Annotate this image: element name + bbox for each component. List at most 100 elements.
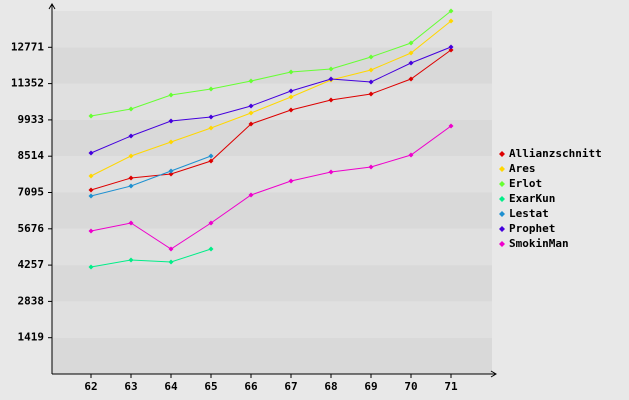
data-point (168, 139, 174, 145)
data-point (448, 18, 454, 24)
legend-marker (499, 211, 505, 217)
data-point (408, 50, 414, 56)
data-point (208, 220, 214, 226)
data-point (408, 60, 414, 66)
x-tick-label: 63 (124, 380, 137, 393)
legend-marker (499, 181, 505, 187)
y-tick-label: 11352 (11, 77, 44, 90)
data-point (168, 118, 174, 124)
data-point (128, 133, 134, 139)
series-line (90, 155, 212, 197)
y-tick-label: 5676 (18, 222, 45, 235)
legend-label: Lestat (509, 207, 549, 220)
x-tick-label: 70 (404, 380, 417, 393)
grid-band (52, 337, 492, 374)
legend-marker (499, 241, 505, 247)
data-point (248, 192, 254, 198)
grid-band (52, 119, 492, 157)
series-line (90, 49, 452, 191)
data-point (128, 257, 134, 263)
legend-label: Ares (509, 162, 536, 175)
data-point (368, 91, 374, 97)
data-point (288, 94, 294, 100)
y-tick-label: 9933 (18, 113, 45, 126)
data-point (128, 175, 134, 181)
legend-marker (499, 226, 505, 232)
data-point (328, 76, 334, 82)
data-point (208, 246, 214, 252)
grid-band (52, 156, 492, 193)
data-point (88, 228, 94, 234)
legend-label: Prophet (509, 222, 555, 235)
data-point (288, 88, 294, 94)
grid-band (52, 228, 492, 266)
data-point (248, 103, 254, 109)
data-point (328, 66, 334, 72)
data-point (288, 69, 294, 75)
legend-label: ExarKun (509, 192, 555, 205)
data-point (128, 153, 134, 159)
y-tick-label: 4257 (18, 258, 45, 271)
data-point (368, 54, 374, 60)
grid-band (52, 11, 492, 48)
y-tick-label: 8514 (18, 149, 45, 162)
data-point (88, 264, 94, 270)
data-point (208, 114, 214, 120)
x-axis-arrow (490, 370, 497, 378)
series-line (90, 125, 452, 250)
data-point (168, 171, 174, 177)
series-line (90, 248, 212, 268)
data-point (88, 193, 94, 199)
data-point (128, 106, 134, 112)
legend-marker (499, 151, 505, 157)
data-point (328, 97, 334, 103)
data-point (408, 40, 414, 46)
data-point (248, 110, 254, 116)
data-point (208, 153, 214, 159)
data-point (448, 44, 454, 50)
y-axis-arrow (48, 3, 56, 10)
data-point (408, 76, 414, 82)
data-point (168, 92, 174, 98)
data-point (208, 125, 214, 131)
data-point (248, 78, 254, 84)
data-point (88, 173, 94, 179)
series-line (90, 46, 452, 154)
legend-marker (499, 166, 505, 172)
data-point (288, 107, 294, 113)
data-point (88, 150, 94, 156)
data-point (448, 47, 454, 53)
data-point (368, 79, 374, 85)
legend-label: Allianzschnitt (509, 147, 602, 160)
data-point (168, 259, 174, 265)
y-tick-label: 2838 (18, 294, 45, 307)
x-tick-label: 62 (84, 380, 97, 393)
data-point (448, 8, 454, 14)
x-tick-label: 67 (284, 380, 297, 393)
x-tick-label: 68 (324, 380, 337, 393)
x-tick-label: 69 (364, 380, 377, 393)
data-point (208, 158, 214, 164)
data-point (168, 168, 174, 174)
y-tick-label: 7095 (18, 186, 45, 199)
data-point (368, 67, 374, 73)
legend-label: Erlot (509, 177, 542, 190)
y-tick-label: 1419 (18, 331, 45, 344)
y-tick-label: 12771 (11, 40, 44, 53)
grid-band (52, 83, 492, 120)
x-tick-label: 65 (204, 380, 217, 393)
legend-marker (499, 196, 505, 202)
x-tick-label: 71 (444, 380, 458, 393)
data-point (128, 220, 134, 226)
series-line (90, 20, 452, 177)
data-point (208, 86, 214, 92)
data-point (368, 164, 374, 170)
data-point (248, 121, 254, 127)
legend-label: SmokinMan (509, 237, 569, 250)
data-point (328, 169, 334, 175)
data-point (88, 113, 94, 119)
data-point (288, 178, 294, 184)
x-tick-label: 66 (244, 380, 258, 393)
grid-band (52, 301, 492, 338)
data-point (128, 183, 134, 189)
